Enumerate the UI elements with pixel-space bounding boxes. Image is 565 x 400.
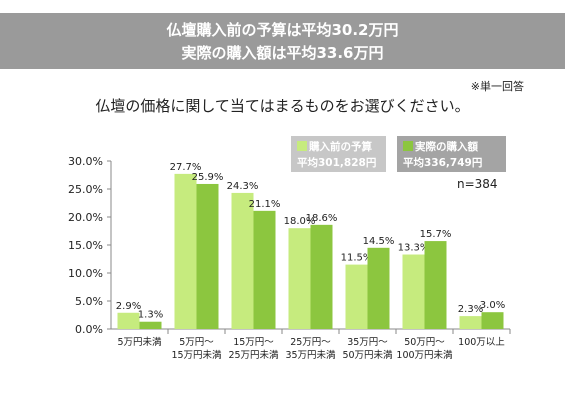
data-label: 3.0% <box>480 300 505 311</box>
data-label: 18.0% <box>284 216 316 227</box>
bar-actual <box>139 321 162 329</box>
bar-budget <box>231 192 254 329</box>
data-label: 18.6% <box>306 213 338 224</box>
data-label: 27.7% <box>170 162 202 173</box>
legend-actual-swatch <box>403 141 413 151</box>
y-tick-label: 15.0% <box>68 239 103 252</box>
data-label: 21.1% <box>249 199 281 210</box>
x-tick-label: 15万円未満 <box>171 349 222 361</box>
data-label: 2.9% <box>116 301 141 312</box>
data-label: 11.5% <box>341 253 373 264</box>
bar-actual <box>424 241 447 329</box>
y-tick-label: 10.0% <box>68 267 103 280</box>
x-tick-label: 35万円～ <box>347 337 388 348</box>
bar-actual <box>310 224 333 329</box>
header-line-1: 仏壇購入前の予算は平均30.2万円 <box>166 21 399 39</box>
legend-budget-label: 購入前の予算 <box>309 141 372 153</box>
data-label: 13.3% <box>398 243 430 254</box>
bar-budget <box>117 312 140 329</box>
bar-actual <box>481 312 504 329</box>
legend-budget-swatch <box>297 141 307 151</box>
legend-actual-label: 実際の購入額 <box>415 141 478 153</box>
x-tick-label: 100万以上 <box>458 337 505 348</box>
x-tick-label: 5万円～ <box>179 337 214 348</box>
data-label: 24.3% <box>227 181 259 192</box>
x-tick-label: 35万円未満 <box>285 349 336 361</box>
x-tick-label: 25万円未満 <box>228 349 279 361</box>
x-tick-label: 50万円未満 <box>342 349 393 361</box>
data-label: 15.7% <box>420 229 452 240</box>
legend-actual: 実際の購入額 平均336,749円 <box>397 136 506 172</box>
bar-budget <box>174 173 197 329</box>
bar-budget <box>288 228 311 329</box>
question-title: 仏壇の価格に関して当てはまるものをお選びください。 <box>95 97 470 115</box>
x-tick-label: 5万円未満 <box>117 336 162 348</box>
legend-budget-average: 平均301,828円 <box>297 157 377 169</box>
y-tick-label: 30.0% <box>68 155 103 168</box>
y-tick-label: 0.0% <box>75 323 103 336</box>
bar-actual <box>196 183 219 329</box>
legend-actual-average: 平均336,749円 <box>403 157 483 169</box>
x-tick-label: 25万円～ <box>290 337 331 348</box>
bar-actual <box>253 210 276 329</box>
bar-budget <box>402 254 425 329</box>
x-tick-label: 50万円～ <box>404 337 445 348</box>
answer-type-note: ※単一回答 <box>470 80 524 93</box>
bar-budget <box>345 264 368 329</box>
x-tick-label: 15万円～ <box>233 337 274 348</box>
bar-actual <box>367 247 390 329</box>
data-label: 2.3% <box>458 304 483 315</box>
sample-size: n=384 <box>457 177 498 191</box>
y-tick-label: 25.0% <box>68 183 103 196</box>
y-tick-label: 20.0% <box>68 211 103 224</box>
data-label: 14.5% <box>363 236 395 247</box>
header-line-2: 実際の購入額は平均33.6万円 <box>181 44 384 62</box>
data-label: 1.3% <box>138 310 163 321</box>
bar-budget <box>459 316 482 329</box>
legend-budget: 購入前の予算 平均301,828円 <box>291 136 386 172</box>
y-tick-label: 5.0% <box>75 295 103 308</box>
data-label: 25.9% <box>192 172 224 183</box>
x-tick-label: 100万円未満 <box>396 349 453 361</box>
header-banner: 仏壇購入前の予算は平均30.2万円 実際の購入額は平均33.6万円 <box>0 13 565 69</box>
